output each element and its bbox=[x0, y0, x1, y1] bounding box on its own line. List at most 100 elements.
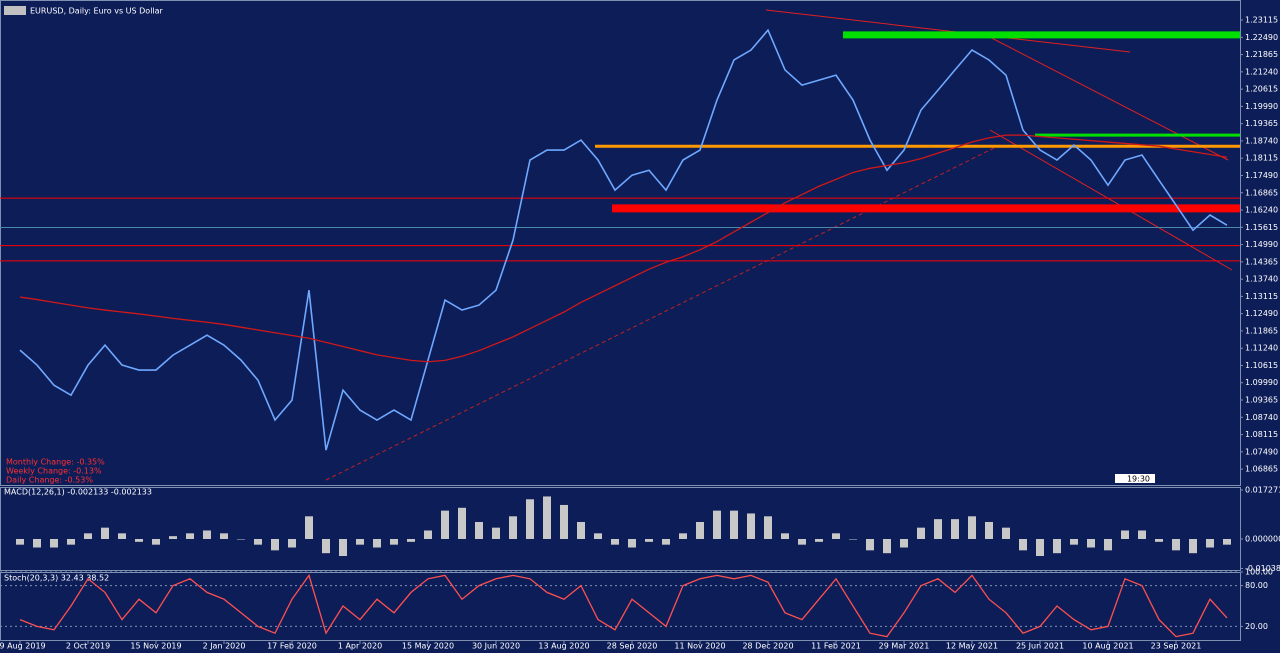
macd-bar bbox=[254, 539, 262, 545]
y-tick-label: 1.11865 bbox=[1245, 326, 1278, 335]
macd-bar bbox=[1121, 530, 1129, 539]
macd-bar bbox=[985, 521, 993, 539]
y-tick-label: 1.14365 bbox=[1245, 257, 1278, 266]
x-tick-label: 12 May 2021 bbox=[946, 642, 998, 651]
macd-bar bbox=[373, 539, 381, 548]
y-tick-label: 1.13115 bbox=[1245, 292, 1278, 301]
change-note: Daily Change: -0.53% bbox=[6, 476, 93, 485]
macd-bar bbox=[1155, 539, 1163, 542]
macd-bar bbox=[611, 539, 619, 545]
macd-bar bbox=[560, 504, 568, 539]
y-tick-label: 1.23115 bbox=[1245, 16, 1278, 25]
x-tick-label: 29 Mar 2021 bbox=[879, 642, 930, 651]
macd-bar bbox=[16, 539, 24, 545]
macd-bar bbox=[628, 539, 636, 548]
y-tick-label: 20.00 bbox=[1245, 622, 1268, 631]
macd-bar bbox=[509, 516, 517, 539]
macd-bar bbox=[679, 533, 687, 539]
x-tick-label: 19 Aug 2019 bbox=[0, 642, 46, 651]
y-tick-label: 1.06865 bbox=[1245, 465, 1278, 474]
y-tick-label: 1.16865 bbox=[1245, 188, 1278, 197]
macd-bar bbox=[934, 519, 942, 539]
macd-bar bbox=[441, 510, 449, 539]
macd-bar bbox=[594, 533, 602, 539]
trend-line bbox=[989, 129, 1233, 271]
macd-bar bbox=[220, 533, 228, 539]
macd-bar bbox=[169, 536, 177, 539]
macd-bar bbox=[237, 539, 245, 540]
toolbar-icon bbox=[4, 6, 26, 15]
y-tick-label: -0.010383 bbox=[1245, 564, 1280, 573]
macd-bar bbox=[203, 530, 211, 539]
x-tick-label: 1 Apr 2020 bbox=[338, 642, 382, 651]
trend-line bbox=[765, 9, 1131, 53]
macd-bar bbox=[1223, 539, 1231, 545]
y-tick-label: 1.21240 bbox=[1245, 67, 1278, 76]
macd-bar bbox=[917, 527, 925, 539]
x-tick-label: 11 Feb 2021 bbox=[811, 642, 861, 651]
x-tick-label: 15 Nov 2019 bbox=[130, 642, 181, 651]
macd-bar bbox=[900, 539, 908, 548]
x-tick-label: 11 Nov 2020 bbox=[674, 642, 725, 651]
macd-bar bbox=[968, 516, 976, 539]
macd-bar bbox=[1189, 539, 1197, 554]
macd-bar bbox=[696, 521, 704, 539]
x-tick-label: 13 Aug 2020 bbox=[538, 642, 589, 651]
macd-bar bbox=[1206, 539, 1214, 548]
countdown-box bbox=[1115, 474, 1155, 483]
macd-bar bbox=[305, 516, 313, 539]
change-note: Weekly Change: -0.13% bbox=[6, 467, 102, 476]
macd-bar bbox=[764, 516, 772, 539]
macd-bar bbox=[781, 533, 789, 539]
macd-bar bbox=[1070, 539, 1078, 545]
macd-bar bbox=[475, 521, 483, 539]
y-tick-label: 80.00 bbox=[1245, 581, 1268, 590]
y-tick-label: 1.07490 bbox=[1245, 447, 1278, 456]
y-tick-label: 1.12490 bbox=[1245, 309, 1278, 318]
macd-bar bbox=[543, 496, 551, 539]
y-tick-label: 1.08115 bbox=[1245, 430, 1278, 439]
series-line bbox=[19, 573, 1228, 638]
x-tick-label: 28 Sep 2020 bbox=[607, 642, 658, 651]
macd-bar bbox=[1036, 539, 1044, 557]
macd-bar bbox=[577, 521, 585, 539]
y-tick-label: 1.20615 bbox=[1245, 85, 1278, 94]
macd-bar bbox=[288, 539, 296, 548]
macd-bar bbox=[1104, 539, 1112, 551]
y-tick-label: 1.18740 bbox=[1245, 136, 1278, 145]
macd-bar bbox=[713, 510, 721, 539]
macd-bar bbox=[84, 533, 92, 539]
y-tick-label: 1.19990 bbox=[1245, 102, 1278, 111]
macd-bar bbox=[883, 539, 891, 554]
macd-bar bbox=[1138, 530, 1146, 539]
macd-bar bbox=[152, 539, 160, 545]
macd-bar bbox=[118, 533, 126, 539]
y-tick-label: 1.15615 bbox=[1245, 223, 1278, 232]
macd-bar bbox=[322, 539, 330, 554]
y-tick-label: 1.14990 bbox=[1245, 240, 1278, 249]
y-tick-label: 1.08740 bbox=[1245, 413, 1278, 422]
macd-bar bbox=[866, 539, 874, 551]
macd-bar bbox=[390, 539, 398, 545]
series-line bbox=[19, 134, 1228, 363]
trend-lines bbox=[325, 9, 1233, 481]
y-tick-label: 1.17490 bbox=[1245, 171, 1278, 180]
macd-bar bbox=[339, 539, 347, 557]
macd-bar bbox=[492, 527, 500, 539]
macd-bar bbox=[662, 539, 670, 545]
macd-bar bbox=[526, 499, 534, 539]
y-tick-label: 1.21865 bbox=[1245, 50, 1278, 59]
macd-bar bbox=[1172, 539, 1180, 551]
macd-bar bbox=[645, 539, 653, 542]
y-tick-label: 0.017271 bbox=[1245, 486, 1280, 495]
macd-bar bbox=[101, 527, 109, 539]
x-tick-label: 23 Sep 2021 bbox=[1151, 642, 1202, 651]
y-tick-label: 100.00 bbox=[1245, 568, 1273, 577]
macd-bar bbox=[849, 539, 857, 540]
x-tick-label: 15 May 2020 bbox=[402, 642, 454, 651]
macd-bar bbox=[832, 533, 840, 539]
y-tick-label: 1.10615 bbox=[1245, 361, 1278, 370]
y-tick-label: 1.11240 bbox=[1245, 344, 1278, 353]
macd-bar bbox=[424, 530, 432, 539]
